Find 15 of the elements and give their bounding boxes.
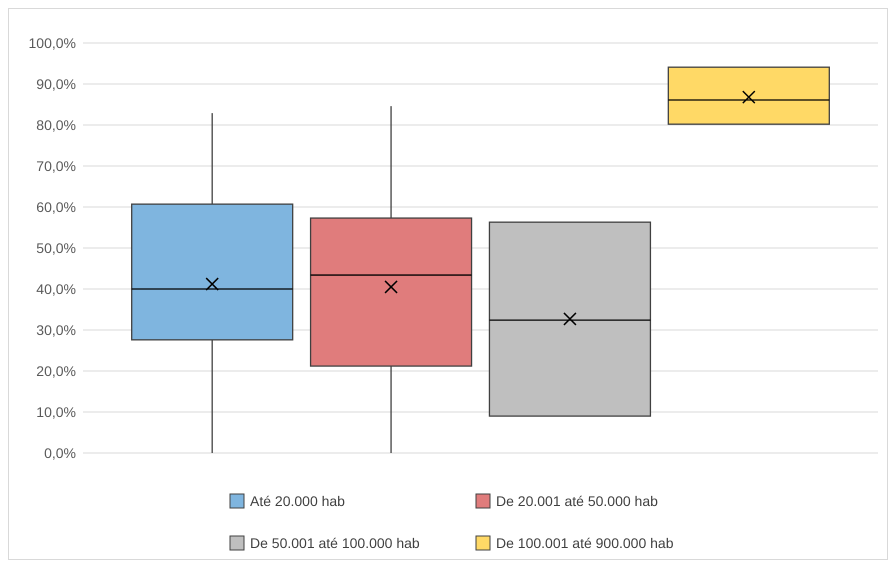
y-tick-label: 70,0% [36,158,76,174]
y-tick-label: 100,0% [28,34,76,51]
y-tick-label: 30,0% [36,322,76,338]
y-tick-label: 0,0% [44,444,76,461]
y-tick-label: 90,0% [36,76,76,92]
y-tick-label: 10,0% [36,404,76,420]
y-tick-label: 40,0% [36,280,76,297]
legend-label: De 100.001 até 900.000 hab [496,534,674,551]
legend-label: Até 20.000 hab [250,492,346,509]
y-tick-label: 50,0% [36,240,76,256]
legend-label: De 20.001 até 50.000 hab [496,492,658,509]
y-tick-label: 80,0% [36,116,76,133]
y-tick-label: 20,0% [36,362,76,379]
legend-label: De 50.001 até 100.000 hab [250,534,420,551]
y-tick-label: 60,0% [36,198,76,215]
